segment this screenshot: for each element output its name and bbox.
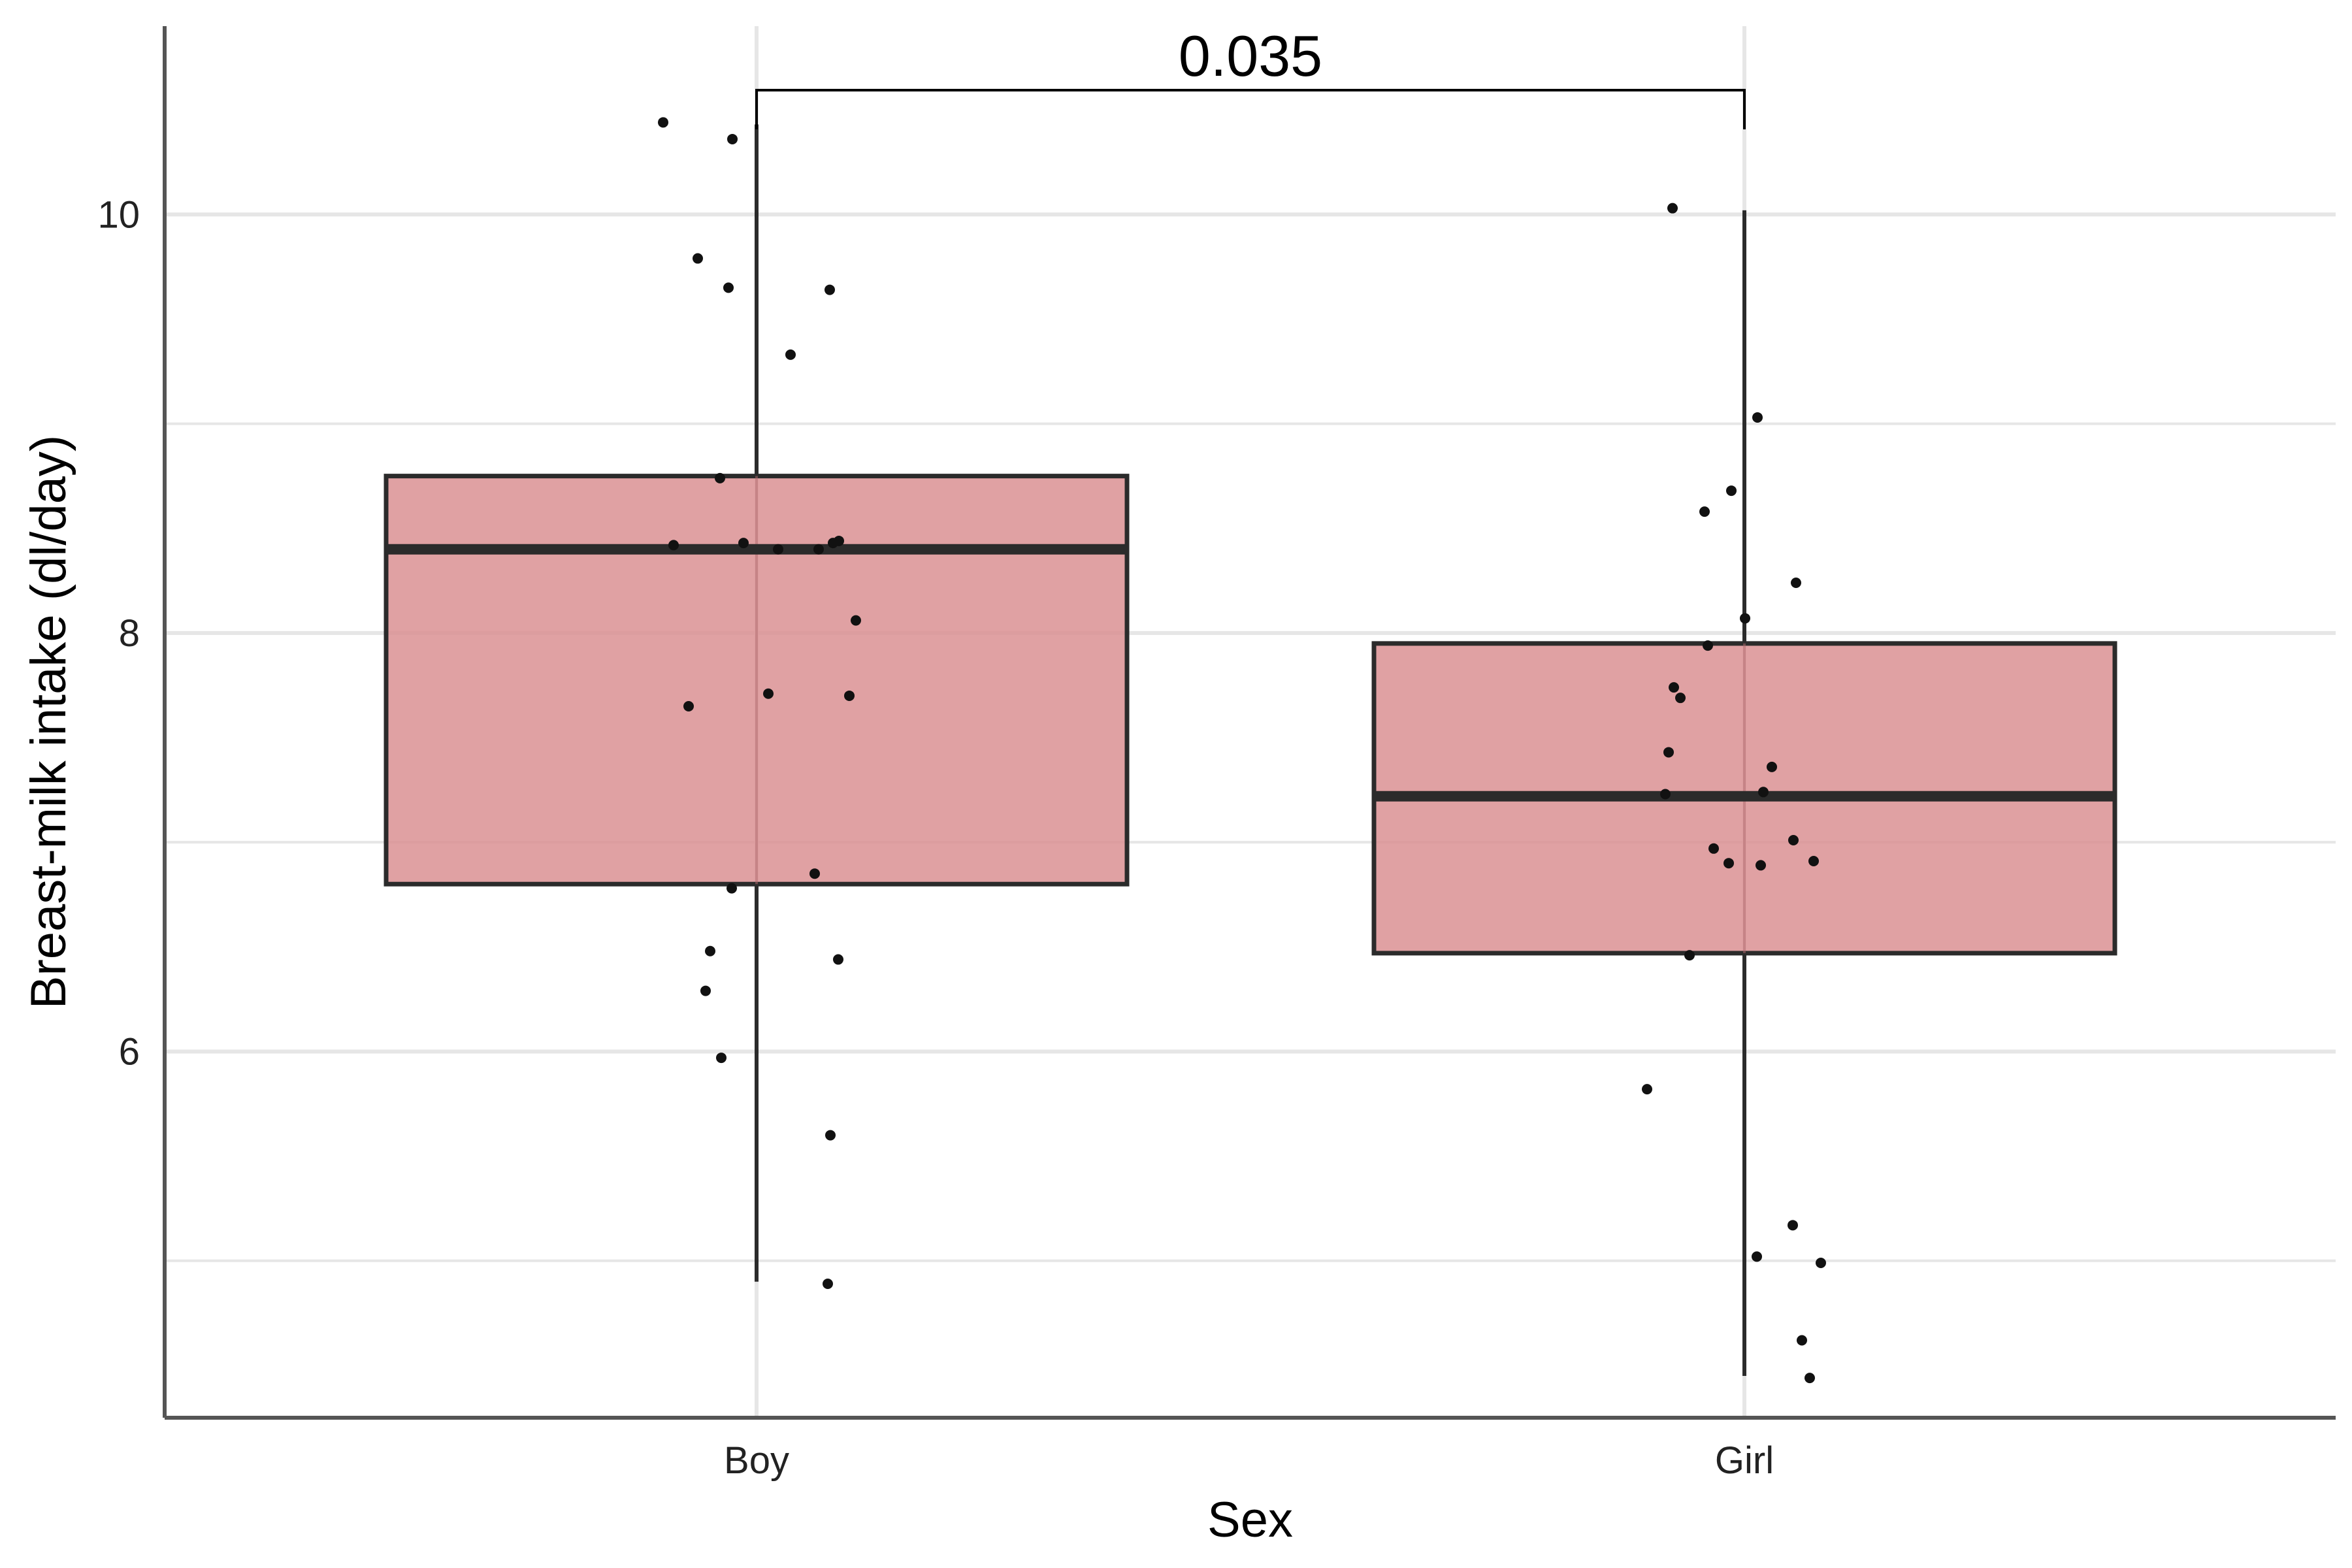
- point-boy: [773, 544, 783, 555]
- point-boy: [763, 688, 774, 699]
- point-boy: [844, 690, 855, 701]
- point-girl: [1723, 858, 1734, 869]
- point-boy: [828, 538, 838, 549]
- point-boy: [668, 540, 679, 551]
- jitter-points: [658, 117, 1826, 1384]
- point-girl: [1642, 1084, 1652, 1095]
- point-girl: [1758, 787, 1769, 798]
- point-boy: [727, 883, 737, 894]
- point-girl: [1660, 789, 1671, 800]
- point-girl: [1797, 1335, 1807, 1346]
- axes: [163, 26, 2336, 1420]
- point-boy: [833, 954, 843, 965]
- tick-labels: 6 8 10 Boy Girl: [97, 193, 1774, 1482]
- point-girl: [1708, 843, 1719, 854]
- x-tick-label-girl: Girl: [1715, 1439, 1774, 1482]
- point-girl: [1756, 860, 1766, 871]
- point-girl: [1669, 682, 1679, 693]
- point-boy: [693, 253, 703, 264]
- point-boy: [723, 282, 734, 293]
- point-girl: [1703, 640, 1713, 651]
- point-boy: [705, 945, 715, 956]
- point-boy: [658, 117, 668, 128]
- point-girl: [1684, 950, 1695, 961]
- y-axis-title: Breast-milk intake (dl/day): [21, 435, 76, 1009]
- significance-annotation: 0.035: [755, 24, 1746, 129]
- point-boy: [813, 544, 824, 555]
- point-boy: [851, 615, 861, 626]
- point-girl: [1805, 1373, 1815, 1384]
- significance-bracket: [755, 89, 1746, 129]
- point-boy: [809, 868, 820, 879]
- point-girl: [1791, 578, 1801, 588]
- point-girl: [1788, 834, 1799, 845]
- p-value-label: 0.035: [1179, 24, 1322, 88]
- point-boy: [825, 284, 835, 295]
- point-boy: [785, 349, 796, 360]
- x-tick-label-boy: Boy: [724, 1439, 789, 1482]
- point-girl: [1808, 856, 1819, 866]
- point-girl: [1675, 693, 1686, 704]
- point-boy: [738, 538, 749, 549]
- point-boy: [700, 985, 711, 996]
- y-tick-label: 10: [97, 193, 140, 236]
- box-layer: [384, 124, 2117, 1376]
- point-boy: [683, 700, 694, 711]
- y-tick-label: 6: [119, 1030, 140, 1073]
- x-axis-title: Sex: [1207, 1492, 1293, 1548]
- point-girl: [1752, 412, 1763, 423]
- point-girl: [1767, 761, 1777, 772]
- point-girl: [1663, 747, 1674, 758]
- point-girl: [1740, 613, 1750, 624]
- y-tick-label: 8: [119, 612, 140, 655]
- point-girl: [1752, 1251, 1762, 1262]
- point-girl: [1726, 485, 1737, 497]
- point-boy: [716, 1053, 727, 1064]
- point-girl: [1816, 1257, 1826, 1268]
- point-boy: [825, 1130, 836, 1141]
- point-girl: [1667, 203, 1678, 214]
- point-girl: [1788, 1220, 1798, 1231]
- point-girl: [1699, 506, 1710, 517]
- point-boy: [715, 472, 725, 483]
- point-boy: [823, 1279, 833, 1290]
- point-boy: [727, 133, 738, 144]
